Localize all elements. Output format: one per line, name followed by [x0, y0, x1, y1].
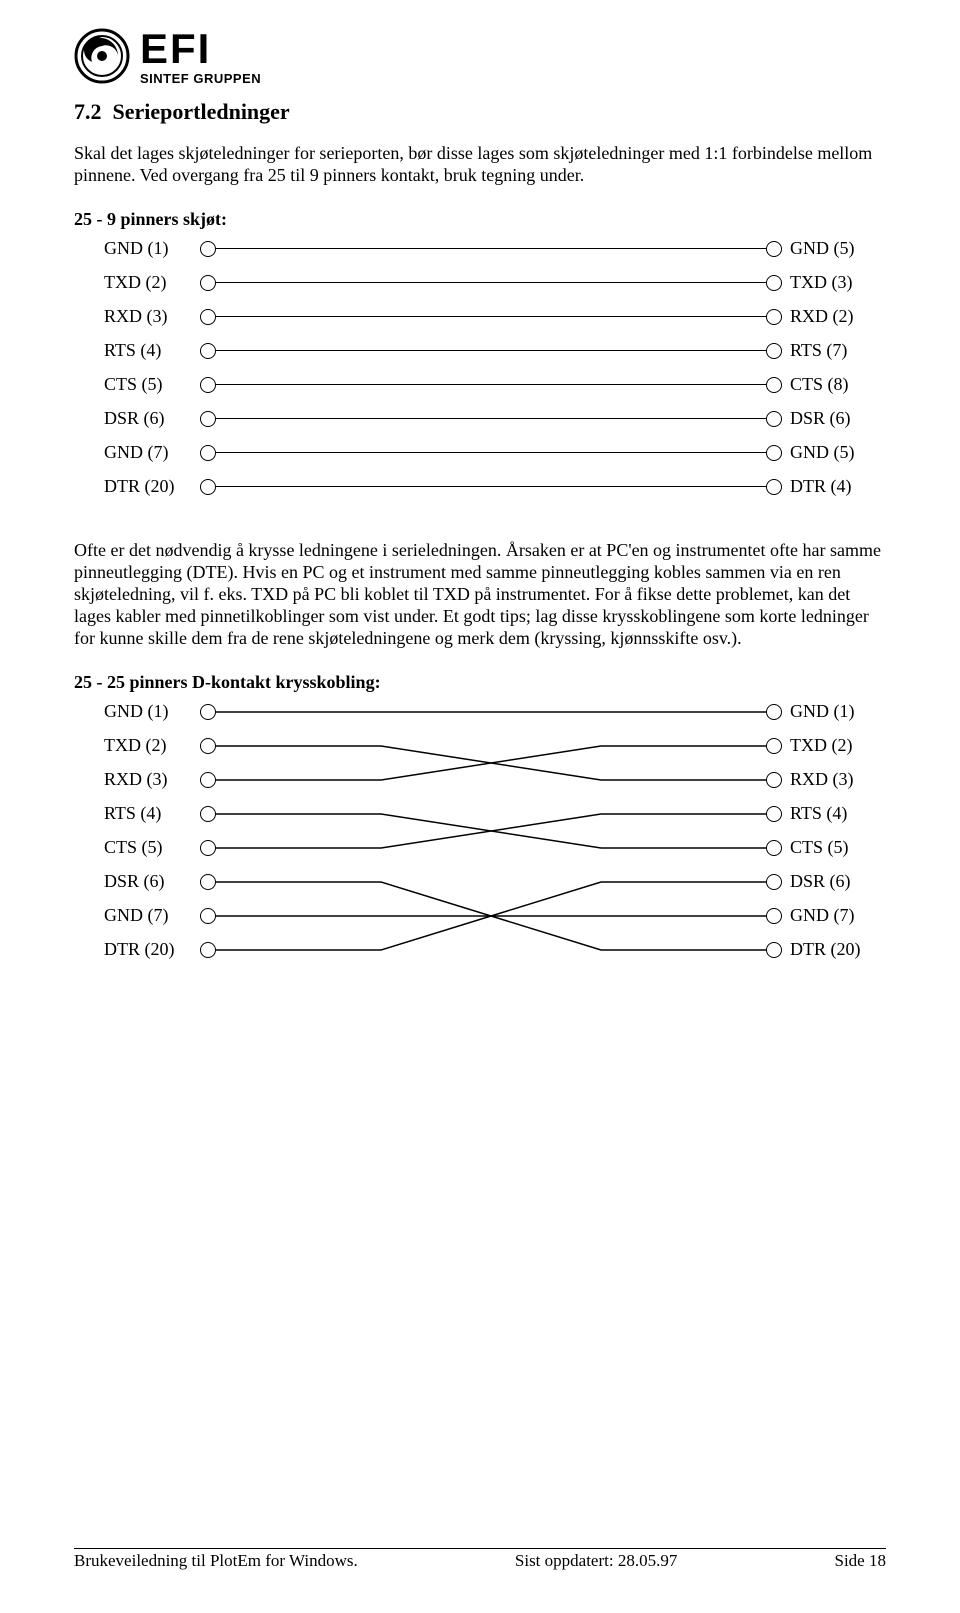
- pin-label-left: GND (1): [104, 695, 200, 729]
- pin-row: GND (1) GND (5): [104, 232, 886, 266]
- pin-label-right: DSR (6): [782, 408, 886, 429]
- pin-label-right: DSR (6): [782, 865, 886, 899]
- pin-circle-icon: [200, 806, 216, 822]
- pin-circle-icon: [200, 309, 216, 325]
- diagram1-title: 25 - 9 pinners skjøt:: [74, 209, 886, 230]
- pin-label-left: RXD (3): [104, 763, 200, 797]
- footer-right: Side 18: [835, 1551, 886, 1571]
- intro-paragraph: Skal det lages skjøteledninger for serie…: [74, 143, 886, 187]
- pin-label-right: RTS (4): [782, 797, 886, 831]
- pin-label-left: CTS (5): [104, 831, 200, 865]
- pin-circle-icon: [766, 309, 782, 325]
- pin-label-right: DTR (20): [782, 933, 886, 967]
- logo-mark-icon: [74, 28, 130, 84]
- pin-wire: [216, 452, 766, 453]
- pin-row: RXD (3) RXD (2): [104, 300, 886, 334]
- pin-label-right: CTS (5): [782, 831, 886, 865]
- pin-circle-icon: [766, 241, 782, 257]
- pin-circle-icon: [766, 343, 782, 359]
- pin-label-right: GND (5): [782, 442, 886, 463]
- pin-circle-icon: [200, 411, 216, 427]
- logo: EFI SINTEF GRUPPEN: [74, 28, 886, 85]
- pin-wire: [216, 384, 766, 385]
- pin-circle-icon: [200, 772, 216, 788]
- pin-label-left: RXD (3): [104, 306, 200, 327]
- pin-label-left: RTS (4): [104, 797, 200, 831]
- pin-circle-icon: [766, 806, 782, 822]
- pin-wire: [216, 316, 766, 317]
- pin-circle-icon: [200, 241, 216, 257]
- footer-left: Brukeveiledning til PlotEm for Windows.: [74, 1551, 358, 1571]
- pin-circle-icon: [200, 942, 216, 958]
- pin-wire: [216, 282, 766, 283]
- pin-wire: [216, 350, 766, 351]
- pin-label-right: CTS (8): [782, 374, 886, 395]
- pin-circle-icon: [200, 840, 216, 856]
- section-number: 7.2: [74, 99, 102, 124]
- section-heading: 7.2 Serieportledninger: [74, 99, 886, 125]
- pin-row: DSR (6) DSR (6): [104, 402, 886, 436]
- pin-wire: [216, 486, 766, 487]
- pin-circle-icon: [766, 908, 782, 924]
- pin-label-right: TXD (2): [782, 729, 886, 763]
- diagram-25-25-cross: GND (1)TXD (2)RXD (3)RTS (4)CTS (5)DSR (…: [74, 695, 886, 967]
- pin-row: GND (7) GND (5): [104, 436, 886, 470]
- diagram-25-9-splice: GND (1)GND (5)TXD (2)TXD (3)RXD (3)RXD (…: [74, 232, 886, 504]
- logo-subtitle: SINTEF GRUPPEN: [140, 72, 261, 85]
- pin-label-left: DTR (20): [104, 933, 200, 967]
- pin-label-left: TXD (2): [104, 272, 200, 293]
- pin-circle-icon: [200, 738, 216, 754]
- pin-label-right: RXD (2): [782, 306, 886, 327]
- pin-circle-icon: [200, 908, 216, 924]
- pin-label-left: GND (1): [104, 238, 200, 259]
- pin-circle-icon: [766, 445, 782, 461]
- pin-label-right: RTS (7): [782, 340, 886, 361]
- logo-title: EFI: [140, 28, 261, 70]
- pin-circle-icon: [766, 704, 782, 720]
- pin-label-left: DSR (6): [104, 408, 200, 429]
- middle-paragraph: Ofte er det nødvendig å krysse ledningen…: [74, 540, 886, 650]
- pin-circle-icon: [200, 343, 216, 359]
- pin-label-left: DTR (20): [104, 476, 200, 497]
- pin-label-right: GND (7): [782, 899, 886, 933]
- footer-center: Sist oppdatert: 28.05.97: [515, 1551, 677, 1571]
- pin-circle-icon: [766, 738, 782, 754]
- pin-circle-icon: [766, 275, 782, 291]
- section-title: Serieportledninger: [113, 99, 290, 124]
- pin-circle-icon: [200, 275, 216, 291]
- pin-circle-icon: [766, 772, 782, 788]
- pin-circle-icon: [200, 704, 216, 720]
- pin-label-left: GND (7): [104, 442, 200, 463]
- pin-circle-icon: [766, 411, 782, 427]
- pin-circle-icon: [200, 874, 216, 890]
- pin-circle-icon: [200, 445, 216, 461]
- pin-circle-icon: [766, 942, 782, 958]
- pin-label-left: RTS (4): [104, 340, 200, 361]
- pin-wire: [216, 248, 766, 249]
- pin-label-left: GND (7): [104, 899, 200, 933]
- pin-label-right: GND (1): [782, 695, 886, 729]
- pin-label-left: DSR (6): [104, 865, 200, 899]
- pin-label-left: CTS (5): [104, 374, 200, 395]
- pin-circle-icon: [766, 840, 782, 856]
- pin-row: CTS (5) CTS (8): [104, 368, 886, 402]
- pin-circle-icon: [766, 479, 782, 495]
- diagram2-title: 25 - 25 pinners D-kontakt krysskobling:: [74, 672, 886, 693]
- pin-wire: [216, 418, 766, 419]
- pin-circle-icon: [766, 874, 782, 890]
- pin-label-right: GND (5): [782, 238, 886, 259]
- pin-label-left: TXD (2): [104, 729, 200, 763]
- pin-circle-icon: [200, 479, 216, 495]
- wire-diagram: [216, 695, 766, 967]
- page: EFI SINTEF GRUPPEN 7.2 Serieportledninge…: [0, 0, 960, 1613]
- pin-row: RTS (4) RTS (7): [104, 334, 886, 368]
- pin-label-right: TXD (3): [782, 272, 886, 293]
- pin-circle-icon: [766, 377, 782, 393]
- page-footer: Brukeveiledning til PlotEm for Windows. …: [74, 1548, 886, 1571]
- pin-row: TXD (2) TXD (3): [104, 266, 886, 300]
- pin-row: DTR (20) DTR (4): [104, 470, 886, 504]
- pin-label-right: RXD (3): [782, 763, 886, 797]
- pin-circle-icon: [200, 377, 216, 393]
- pin-label-right: DTR (4): [782, 476, 886, 497]
